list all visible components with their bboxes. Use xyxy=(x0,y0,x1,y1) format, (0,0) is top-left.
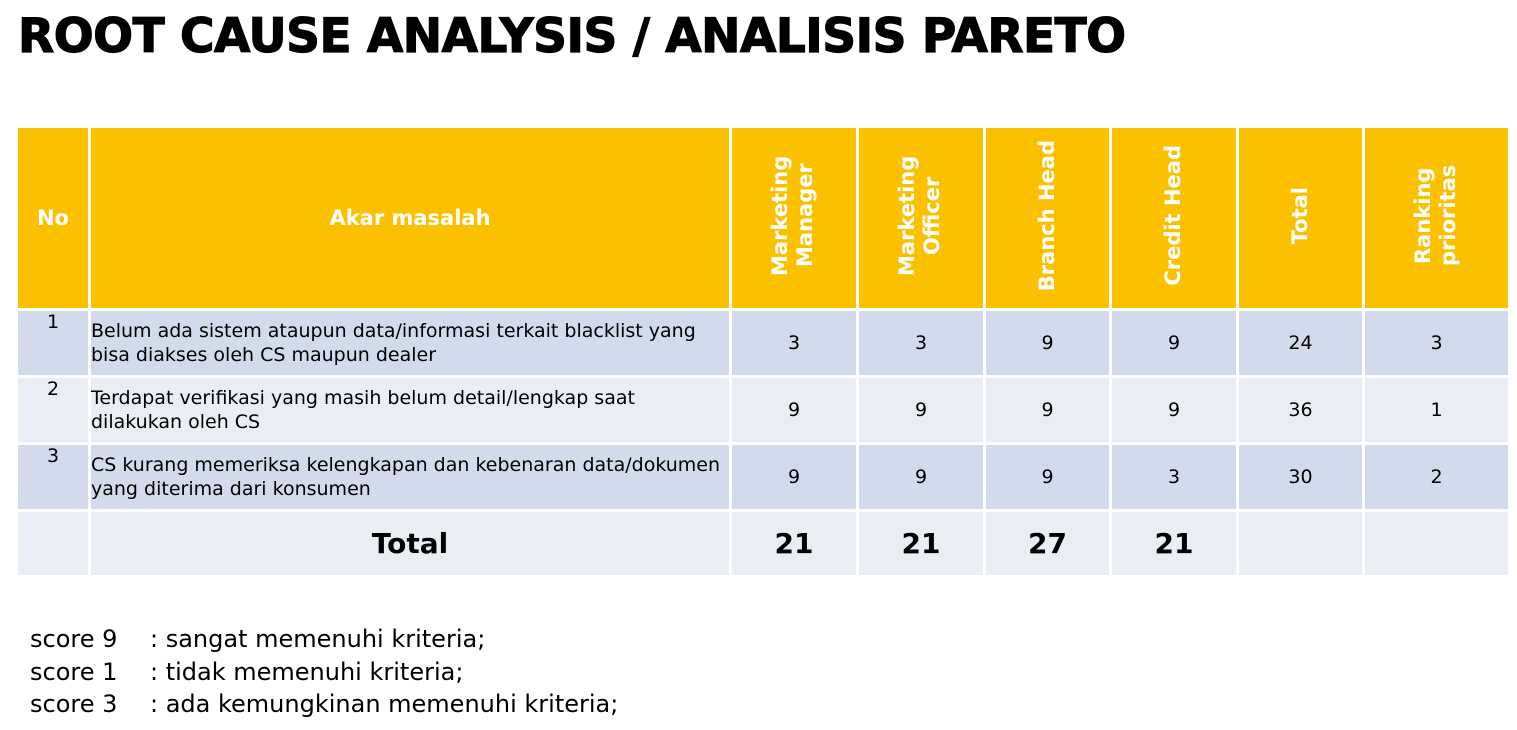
row-cause: Terdapat verifikasi yang masih belum det… xyxy=(88,375,732,445)
total-credit-head: 21 xyxy=(1109,509,1239,578)
header-marketing-manager: Marketing Manager xyxy=(729,125,859,311)
row-no: 1 xyxy=(15,308,91,378)
table-row: 3 CS kurang memeriksa kelengkapan dan ke… xyxy=(15,442,1511,512)
score-branch-head: 9 xyxy=(983,308,1112,378)
legend-desc: : tidak memenuhi kriteria; xyxy=(150,657,464,686)
score-credit-head: 9 xyxy=(1109,308,1239,378)
pareto-table: No Akar masalah Marketing Manager Market… xyxy=(15,125,1511,578)
score-credit-head: 9 xyxy=(1109,375,1239,445)
totals-row: Total 21 21 27 21 xyxy=(15,509,1511,578)
header-cause: Akar masalah xyxy=(88,125,732,311)
header-branch-head: Branch Head xyxy=(983,125,1112,311)
header-ranking-label: Ranking prioritas xyxy=(1410,164,1460,267)
row-no: 2 xyxy=(15,375,91,445)
table-header-row: No Akar masalah Marketing Manager Market… xyxy=(15,125,1511,311)
totals-empty-total xyxy=(1236,509,1365,578)
score-marketing-officer: 9 xyxy=(856,375,986,445)
score-total: 24 xyxy=(1236,308,1365,378)
score-credit-head: 3 xyxy=(1109,442,1239,512)
legend-key: score 9 xyxy=(30,625,118,653)
table-row: 1 Belum ada sistem ataupun data/informas… xyxy=(15,308,1511,378)
legend-key: score 3 xyxy=(30,690,118,718)
header-total-label: Total xyxy=(1287,186,1312,245)
header-total: Total xyxy=(1236,125,1365,311)
header-no: No xyxy=(15,125,91,311)
total-marketing-manager: 21 xyxy=(729,509,859,578)
score-branch-head: 9 xyxy=(983,375,1112,445)
header-marketing-officer-label: Marketing Officer xyxy=(895,155,945,276)
score-marketing-manager: 9 xyxy=(729,375,859,445)
ranking-value: 3 xyxy=(1362,308,1511,378)
score-marketing-manager: 9 xyxy=(729,442,859,512)
ranking-value: 1 xyxy=(1362,375,1511,445)
total-marketing-officer: 21 xyxy=(856,509,986,578)
totals-empty-ranking xyxy=(1362,509,1511,578)
score-marketing-manager: 3 xyxy=(729,308,859,378)
page-title: ROOT CAUSE ANALYSIS / ANALISIS PARETO xyxy=(17,8,1126,64)
header-marketing-manager-label: Marketing Manager xyxy=(768,155,818,276)
score-marketing-officer: 3 xyxy=(856,308,986,378)
score-total: 36 xyxy=(1236,375,1365,445)
legend-item: score 1 : tidak memenuhi kriteria; xyxy=(30,656,618,689)
legend-item: score 9 : sangat memenuhi kriteria; xyxy=(30,623,618,656)
legend-item: score 3 : ada kemungkinan memenuhi kriter… xyxy=(30,688,618,721)
score-total: 30 xyxy=(1236,442,1365,512)
total-branch-head: 27 xyxy=(983,509,1112,578)
header-credit-head: Credit Head xyxy=(1109,125,1239,311)
legend-key: score 1 xyxy=(30,657,118,686)
totals-label: Total xyxy=(88,509,732,578)
score-marketing-officer: 9 xyxy=(856,442,986,512)
header-marketing-officer: Marketing Officer xyxy=(856,125,986,311)
score-legend: score 9 : sangat memenuhi kriteria; score… xyxy=(30,623,618,721)
header-branch-head-label: Branch Head xyxy=(1034,139,1059,292)
ranking-value: 2 xyxy=(1362,442,1511,512)
row-cause: Belum ada sistem ataupun data/informasi … xyxy=(88,308,732,378)
legend-desc: : sangat memenuhi kriteria; xyxy=(150,625,486,653)
row-no: 3 xyxy=(15,442,91,512)
row-cause: CS kurang memeriksa kelengkapan dan kebe… xyxy=(88,442,732,512)
score-branch-head: 9 xyxy=(983,442,1112,512)
legend-desc: : ada kemungkinan memenuhi kriteria; xyxy=(150,690,619,718)
totals-empty-no xyxy=(15,509,91,578)
table-row: 2 Terdapat verifikasi yang masih belum d… xyxy=(15,375,1511,445)
header-ranking: Ranking prioritas xyxy=(1362,125,1511,311)
header-credit-head-label: Credit Head xyxy=(1161,145,1186,286)
